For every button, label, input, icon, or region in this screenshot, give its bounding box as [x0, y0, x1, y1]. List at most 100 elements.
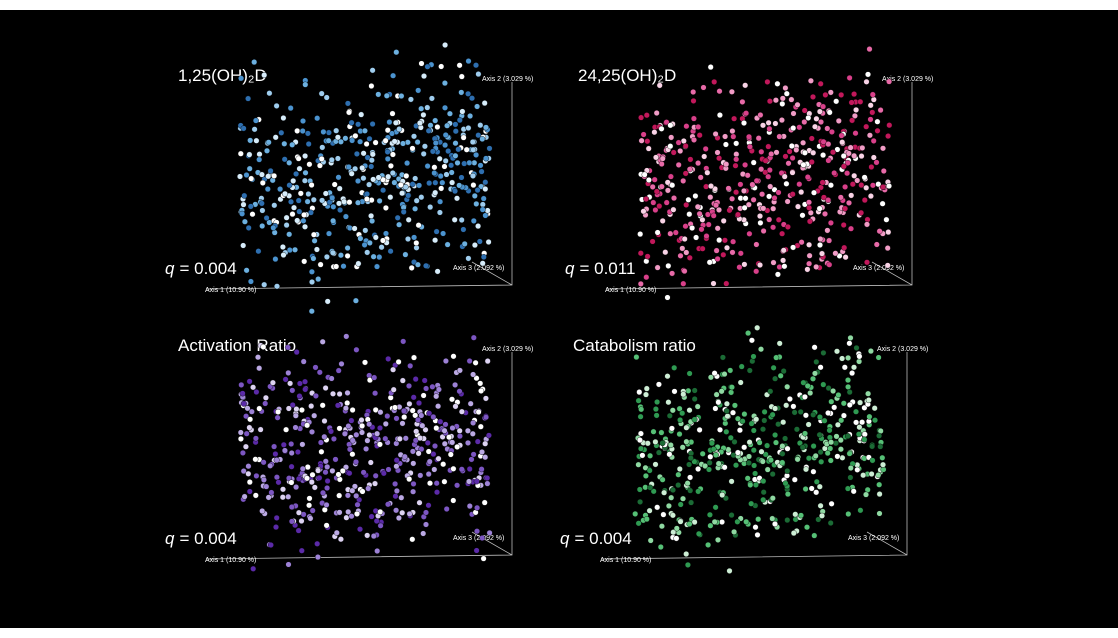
point [293, 349, 300, 356]
point [473, 151, 480, 158]
point [286, 231, 293, 238]
panel: 24,25(OH)₂D q = 0.011 Axis 2 (3.029 %) Axis … [565, 46, 933, 301]
point [478, 387, 485, 394]
point [688, 499, 695, 506]
point [425, 448, 432, 455]
point [425, 471, 432, 478]
point [392, 119, 399, 126]
point [649, 238, 656, 245]
point [442, 42, 449, 49]
point [839, 355, 846, 362]
point [469, 138, 476, 145]
point [693, 234, 700, 241]
point [746, 367, 753, 374]
point [418, 105, 425, 112]
point [820, 152, 827, 159]
point [376, 441, 383, 448]
point [666, 451, 673, 458]
point [667, 230, 674, 237]
point [730, 238, 737, 245]
point [846, 450, 853, 457]
point [827, 89, 834, 96]
point [476, 238, 483, 245]
point [719, 518, 726, 525]
point [449, 179, 456, 186]
point [415, 416, 422, 423]
point [784, 445, 791, 452]
point [659, 217, 666, 224]
point [420, 530, 427, 537]
point [841, 364, 848, 371]
point [790, 403, 797, 410]
point [762, 451, 769, 458]
point [812, 370, 819, 377]
point [733, 189, 740, 196]
point [683, 201, 690, 208]
point [456, 62, 463, 69]
point [839, 454, 846, 461]
point [646, 467, 653, 474]
point [329, 467, 336, 474]
point [349, 137, 356, 144]
point [856, 424, 863, 431]
point [802, 430, 809, 437]
point [261, 281, 268, 288]
point [864, 221, 871, 228]
point [366, 181, 373, 188]
point [424, 63, 431, 70]
point [409, 407, 416, 414]
point [721, 237, 728, 244]
point [851, 112, 858, 119]
point [847, 474, 854, 481]
point [484, 474, 491, 481]
point [636, 389, 643, 396]
point [727, 367, 734, 374]
point [289, 211, 296, 218]
point [857, 399, 864, 406]
point [452, 128, 459, 135]
point [479, 448, 486, 455]
point [842, 183, 849, 190]
point [637, 413, 644, 420]
point [322, 469, 329, 476]
point [779, 100, 786, 107]
point [867, 193, 874, 200]
point [769, 515, 776, 522]
point [690, 88, 697, 95]
point [820, 381, 827, 388]
point [289, 387, 296, 394]
point [660, 511, 667, 518]
point [773, 439, 780, 446]
point [767, 183, 774, 190]
point [451, 216, 458, 223]
point [420, 111, 427, 118]
point [249, 211, 256, 218]
point [395, 514, 402, 521]
point [653, 188, 660, 195]
point [474, 528, 481, 535]
point [288, 449, 295, 456]
point [775, 189, 782, 196]
point [282, 376, 289, 383]
point [478, 466, 485, 473]
point [421, 73, 428, 80]
point [858, 153, 865, 160]
point [731, 402, 738, 409]
point [683, 249, 690, 256]
point [429, 148, 436, 155]
point [724, 244, 731, 251]
point [867, 116, 874, 123]
point [667, 143, 674, 150]
point [699, 216, 706, 223]
point [464, 427, 471, 434]
point [372, 472, 379, 479]
point [319, 402, 326, 409]
point [758, 148, 765, 155]
point [475, 223, 482, 230]
point [446, 434, 453, 441]
point [746, 230, 753, 237]
point [317, 439, 324, 446]
point [310, 196, 317, 203]
point [718, 388, 725, 395]
point [268, 489, 275, 496]
